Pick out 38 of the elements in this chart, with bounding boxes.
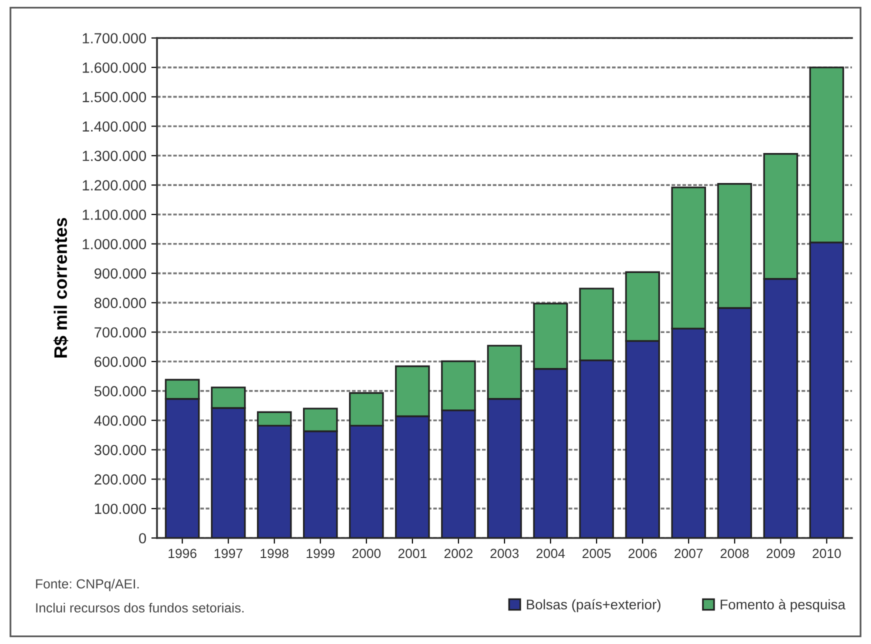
y-tick-label: 1.400.000: [82, 121, 146, 132]
y-tick-label: 200.000: [94, 474, 146, 485]
text: Inclui recursos dos fundos setoriais.: [36, 602, 244, 613]
x-tick-label: 2009: [766, 548, 795, 558]
x-tick-label: 1999: [306, 548, 334, 558]
y-tick-label: 1.700.000: [82, 33, 146, 44]
y-tick-label: 1.500.000: [82, 92, 146, 102]
x-tick-label: 1996: [168, 548, 196, 558]
y-tick-label: 300.000: [94, 444, 146, 456]
x-tick-label: 2005: [582, 548, 611, 558]
y-tick-label: 0: [139, 533, 146, 544]
legend-label: Fomento à pesquisa: [720, 599, 846, 612]
x-tick-label: 2010: [812, 548, 841, 558]
x-tick-label: 2007: [674, 548, 703, 558]
y-tick-label: 600.000: [94, 356, 146, 367]
source-note: Fonte: CNPq/AEI.: [36, 578, 139, 592]
x-tick-label: 2003: [490, 548, 519, 558]
x-tick-label: 2000: [352, 548, 381, 558]
y-tick-label: 500.000: [94, 386, 146, 396]
y-tick-label: 1.600.000: [82, 62, 146, 73]
x-tick-label: 2001: [398, 548, 426, 558]
x-tick-label: 2004: [536, 548, 565, 558]
y-tick-label: 1.100.000: [82, 210, 146, 220]
y-tick-label: 100.000: [94, 504, 146, 514]
y-tick-label: 400.000: [94, 415, 146, 426]
x-tick-label: 2002: [444, 548, 472, 558]
x-tick-label: 1997: [214, 548, 242, 558]
y-axis-title: R$ mil correntes: [53, 218, 68, 358]
y-tick-label: 1.200.000: [82, 180, 146, 190]
y-tick-label: 800.000: [94, 298, 146, 308]
x-tick-label: 2006: [628, 548, 657, 558]
y-tick-label: 1.300.000: [82, 150, 146, 162]
y-tick-label: 1.000.000: [82, 238, 146, 250]
legend-label: Bolsas (país+exterior): [526, 599, 660, 612]
x-tick-label: 2008: [720, 548, 749, 558]
y-tick-label: 900.000: [94, 268, 146, 279]
y-tick-label: 700.000: [94, 327, 146, 338]
x-tick-label: 1998: [260, 548, 288, 558]
